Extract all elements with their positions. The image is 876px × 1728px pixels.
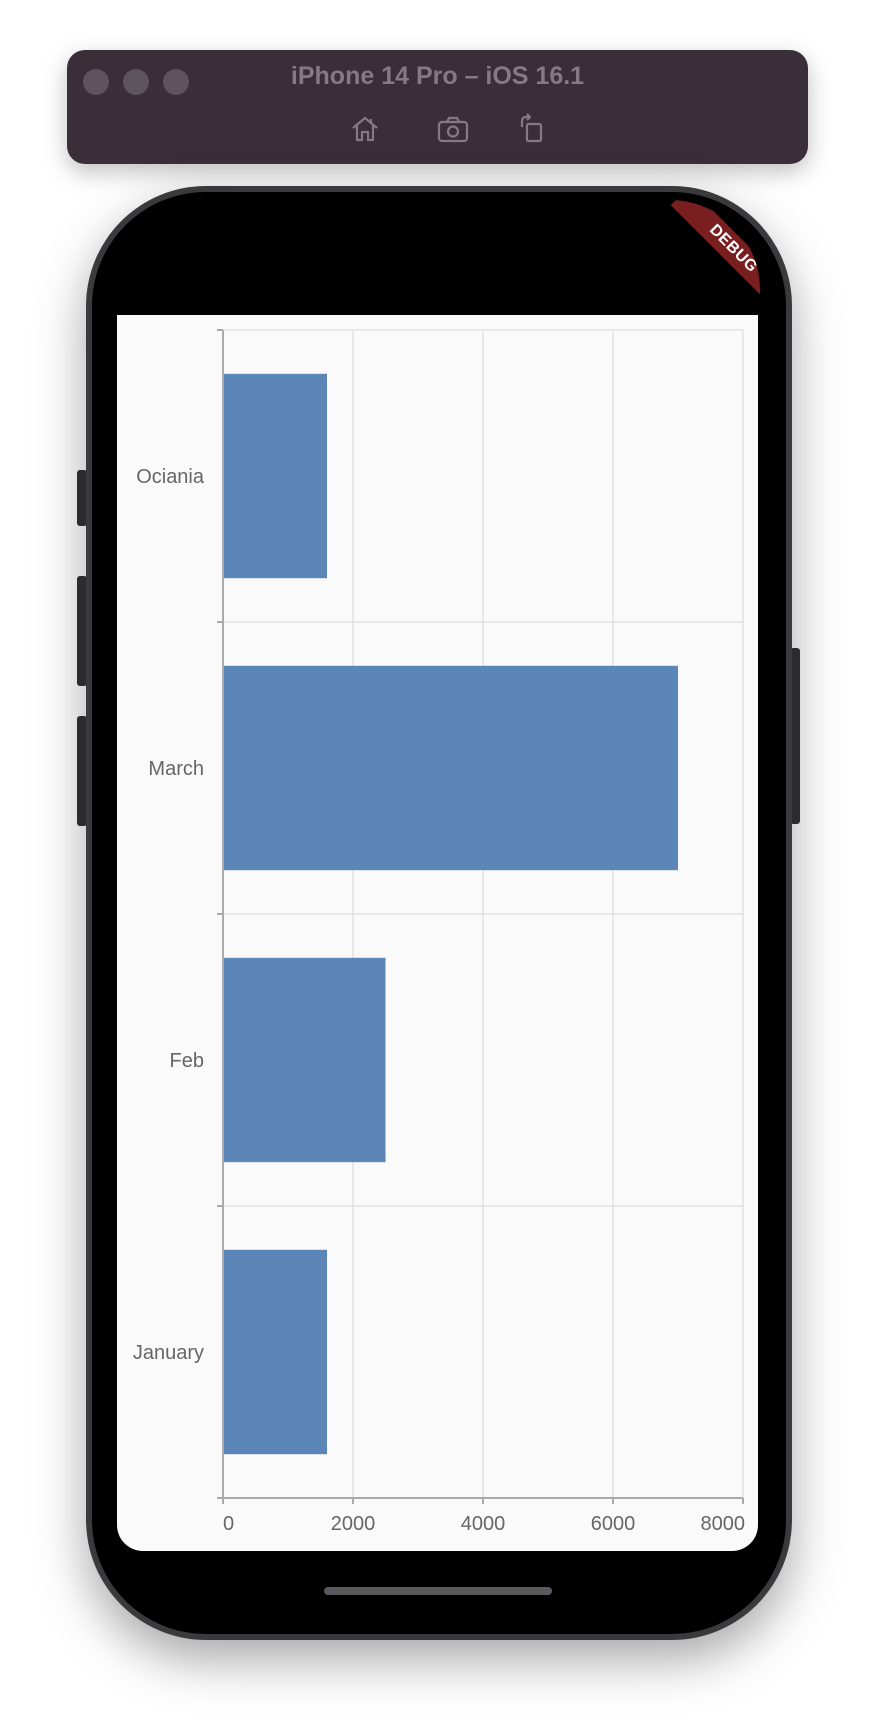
- volume-down-button: [77, 716, 87, 826]
- close-window-button[interactable]: [83, 69, 109, 95]
- bar-chart: Ociania March Feb January 0 2000 4000 6000 8000: [133, 329, 746, 1535]
- simulator-title: iPhone 14 Pro – iOS 16.1: [290, 62, 585, 90]
- rotate-button[interactable]: [515, 112, 549, 146]
- rotate-icon: [520, 113, 543, 143]
- x-tick-label: 8000: [701, 1513, 746, 1535]
- x-tick-label: 2000: [331, 1513, 376, 1535]
- home-icon: [352, 116, 378, 142]
- x-tick-label: 0: [223, 1513, 234, 1535]
- simulator-title-bar: [67, 50, 808, 164]
- category-label: March: [148, 758, 204, 780]
- x-tick-label: 6000: [591, 1513, 636, 1535]
- minimize-window-button[interactable]: [123, 69, 149, 95]
- volume-up-button: [77, 576, 87, 686]
- app-screen: Ociania March Feb January 0 2000 4000 6000 8000: [117, 315, 758, 1551]
- bar: [223, 957, 386, 1163]
- silent-switch: [77, 470, 87, 526]
- x-tick-label: 4000: [461, 1513, 506, 1535]
- bar: [223, 1249, 327, 1455]
- bar: [223, 373, 327, 579]
- screenshot-button[interactable]: [436, 112, 470, 146]
- bar: [223, 665, 678, 871]
- zoom-window-button[interactable]: [163, 69, 189, 95]
- home-button[interactable]: [348, 112, 382, 146]
- category-label: Ociania: [136, 466, 205, 488]
- camera-icon: [437, 116, 469, 143]
- category-label: Feb: [170, 1050, 204, 1072]
- category-label: January: [133, 1342, 204, 1364]
- home-indicator[interactable]: [324, 1587, 552, 1595]
- power-button: [790, 648, 800, 824]
